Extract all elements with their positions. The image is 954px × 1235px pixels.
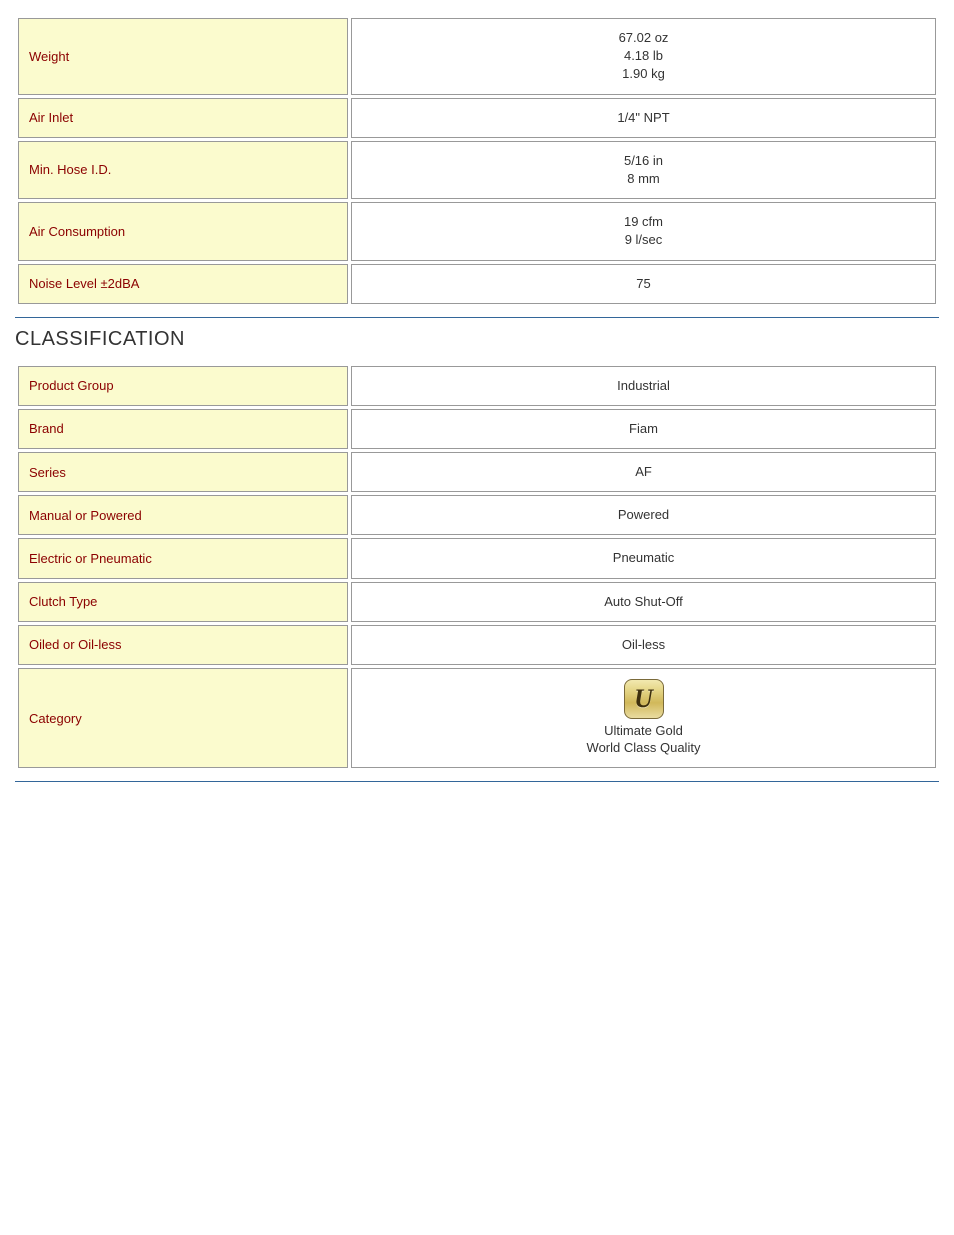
classification-value: AF: [351, 452, 936, 492]
table-row: Air Inlet1/4" NPT: [18, 98, 936, 138]
spec-label: Noise Level ±2dBA: [18, 264, 348, 304]
classification-value: Industrial: [351, 366, 936, 406]
classification-label: Oiled or Oil-less: [18, 625, 348, 665]
classification-value: Auto Shut-Off: [351, 582, 936, 622]
ultimate-gold-icon: U: [624, 679, 664, 719]
table-row: Oiled or Oil-lessOil-less: [18, 625, 936, 665]
spec-value: 1/4" NPT: [351, 98, 936, 138]
spec-value: 5/16 in8 mm: [351, 141, 936, 199]
table-row: Weight67.02 oz4.18 lb1.90 kg: [18, 18, 936, 95]
table-row: Manual or PoweredPowered: [18, 495, 936, 535]
table-row: Air Consumption19 cfm9 l/sec: [18, 202, 936, 260]
spec-value: 75: [351, 264, 936, 304]
category-badge-wrap: U Ultimate GoldWorld Class Quality: [587, 679, 701, 757]
classification-table: Product GroupIndustrialBrandFiamSeriesAF…: [15, 363, 939, 771]
table-row: Electric or PneumaticPneumatic: [18, 538, 936, 578]
table-row: Noise Level ±2dBA75: [18, 264, 936, 304]
spec-label: Air Consumption: [18, 202, 348, 260]
classification-label: Electric or Pneumatic: [18, 538, 348, 578]
classification-label: Category: [18, 668, 348, 768]
table-row: Product GroupIndustrial: [18, 366, 936, 406]
classification-label: Clutch Type: [18, 582, 348, 622]
table-row: SeriesAF: [18, 452, 936, 492]
spec-value: 19 cfm9 l/sec: [351, 202, 936, 260]
section-separator-bottom: [15, 781, 939, 782]
classification-heading: CLASSIFICATION: [15, 328, 939, 351]
table-row: Category U Ultimate GoldWorld Class Qualit…: [18, 668, 936, 768]
classification-label: Manual or Powered: [18, 495, 348, 535]
badge-subtitle: World Class Quality: [587, 740, 701, 757]
classification-category-value: U Ultimate GoldWorld Class Quality: [351, 668, 936, 768]
classification-label: Brand: [18, 409, 348, 449]
spec-label: Min. Hose I.D.: [18, 141, 348, 199]
classification-value: Powered: [351, 495, 936, 535]
spec-label: Weight: [18, 18, 348, 95]
classification-label: Product Group: [18, 366, 348, 406]
classification-label: Series: [18, 452, 348, 492]
table-row: Min. Hose I.D.5/16 in8 mm: [18, 141, 936, 199]
section-separator: [15, 317, 939, 318]
classification-value: Oil-less: [351, 625, 936, 665]
classification-value: Fiam: [351, 409, 936, 449]
spec-value: 67.02 oz4.18 lb1.90 kg: [351, 18, 936, 95]
table-row: Clutch TypeAuto Shut-Off: [18, 582, 936, 622]
spec-label: Air Inlet: [18, 98, 348, 138]
specs-table: Weight67.02 oz4.18 lb1.90 kgAir Inlet1/4…: [15, 15, 939, 307]
classification-value: Pneumatic: [351, 538, 936, 578]
badge-title: Ultimate Gold: [587, 723, 701, 740]
table-row: BrandFiam: [18, 409, 936, 449]
